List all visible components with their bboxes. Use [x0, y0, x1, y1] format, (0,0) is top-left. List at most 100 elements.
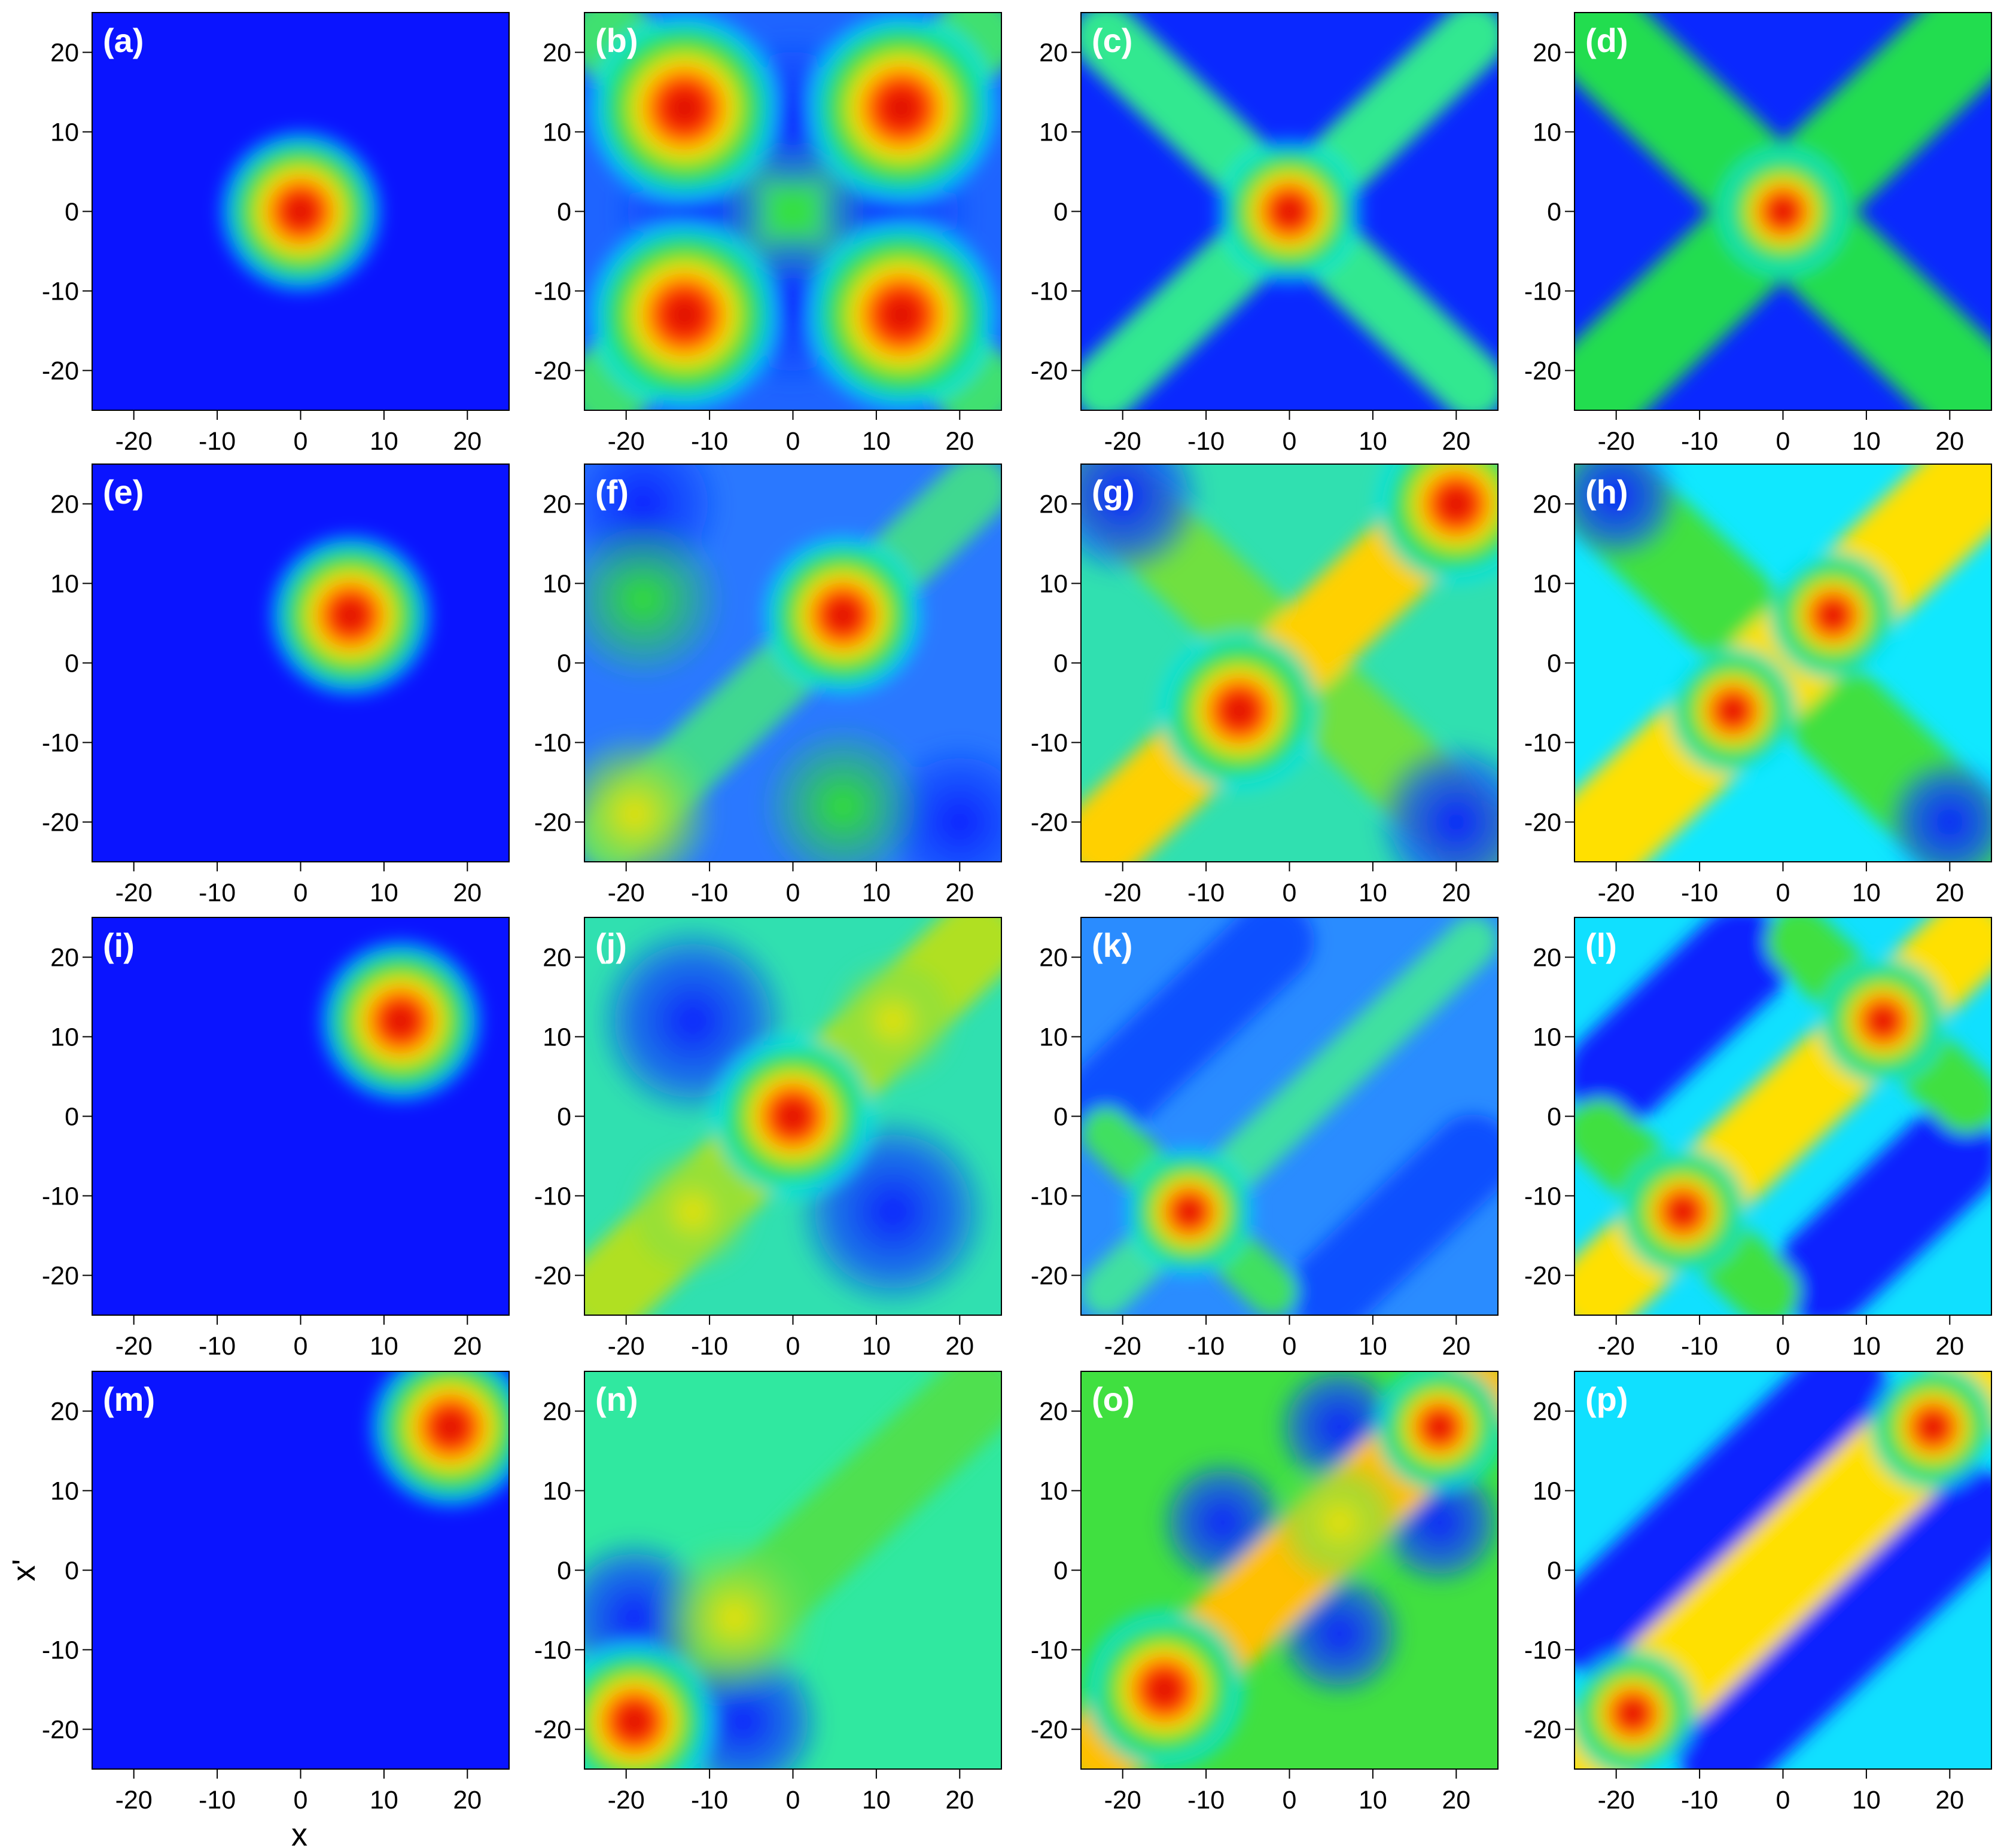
y-tick-label: 0: [65, 1557, 79, 1585]
y-tick-label: 10: [50, 1023, 79, 1052]
y-tick-label: 0: [1547, 198, 1561, 227]
heatmap: [1574, 464, 1991, 862]
heatmap-spot: [1372, 739, 1498, 862]
x-tick-label: -10: [691, 879, 728, 907]
y-tick-label: 0: [557, 1103, 571, 1132]
heatmap-spot: [651, 1534, 818, 1701]
y-tick-label: 10: [50, 1477, 79, 1506]
heatmap: [584, 464, 1001, 862]
panel-label: (d): [1585, 22, 1628, 59]
heatmap-features: [584, 13, 1001, 410]
x-tick-label: 0: [294, 1786, 308, 1815]
heatmap-features: [1081, 13, 1498, 410]
x-tick-label: -10: [1187, 1786, 1225, 1815]
panel-label: (b): [595, 22, 638, 59]
y-tick-label: 20: [50, 1398, 79, 1426]
heatmap-spot: [709, 1033, 876, 1200]
heatmap-features: [1081, 464, 1498, 862]
heatmap-spot: [1272, 1456, 1406, 1590]
x-tick-label: 10: [1852, 427, 1881, 456]
y-tick-label: -10: [534, 1636, 571, 1665]
y-tick-label: -20: [534, 1262, 571, 1291]
heatmap: [584, 13, 1001, 410]
heatmap-spot: [626, 1145, 760, 1279]
panel: -20 -10 0 10 20 -20 -10 0 10 20 (a): [42, 12, 510, 456]
x-tick-label: -20: [1598, 879, 1635, 907]
x-tick-label: -20: [1104, 427, 1141, 456]
panel: -20 -10 0 10 20 -20 -10 0 10 20 (m) x x': [6, 1371, 510, 1848]
heatmap-spot: [1866, 1371, 1991, 1494]
x-tick-label: 0: [1776, 1332, 1790, 1361]
y-tick-label: 10: [543, 118, 571, 147]
x-tick-label: 10: [862, 879, 891, 907]
heatmap-features: [1574, 13, 1991, 410]
x-tick-label: 20: [1935, 879, 1964, 907]
x-tick-label: 10: [370, 1332, 398, 1361]
heatmap-spot: [1816, 954, 1950, 1088]
y-tick-label: -20: [42, 1716, 79, 1745]
x-tick-label: -20: [608, 1786, 645, 1815]
y-tick-label: 20: [50, 490, 79, 519]
x-tick-label: 20: [1442, 1786, 1470, 1815]
panel: -20 -10 0 10 20 -20 -10 0 10 20 (k): [1031, 917, 1499, 1361]
heatmap-spot: [1214, 136, 1365, 286]
y-tick-label: 20: [543, 39, 571, 68]
y-tick-label: 10: [1039, 1477, 1068, 1506]
x-tick-label: -10: [199, 1786, 236, 1815]
panel-label: (c): [1092, 22, 1132, 59]
heatmap: [584, 1371, 1001, 1769]
y-tick-label: 10: [50, 570, 79, 599]
x-tick-label: 0: [1283, 427, 1297, 456]
x-tick-label: 0: [294, 879, 308, 907]
heatmap-features: [1081, 917, 1498, 1315]
panel-label: (a): [103, 22, 144, 59]
y-tick-label: 10: [1533, 1023, 1561, 1052]
y-tick-label: -20: [42, 1262, 79, 1291]
y-tick-label: -20: [1524, 1262, 1561, 1291]
y-tick-label: 20: [50, 944, 79, 972]
y-tick-label: 10: [1039, 118, 1068, 147]
y-tick-label: -10: [42, 1182, 79, 1211]
x-tick-label: -20: [1598, 1332, 1635, 1361]
x-tick-label: 20: [1442, 879, 1470, 907]
y-tick-label: -10: [1031, 1182, 1068, 1211]
y-tick-label: 20: [1039, 944, 1068, 972]
y-tick-label: 20: [1533, 944, 1561, 972]
x-tick-label: 10: [1359, 1786, 1387, 1815]
y-tick-label: -10: [1524, 729, 1561, 758]
y-tick-label: 0: [1053, 1103, 1068, 1132]
x-tick-label: 10: [370, 1786, 398, 1815]
panel: -20 -10 0 10 20 -20 -10 0 10 20 (p): [1524, 1371, 1992, 1815]
panel-label: (g): [1092, 473, 1135, 511]
heatmap-features: [1574, 464, 1991, 862]
x-tick-label: 20: [453, 1332, 482, 1361]
heatmap-spot: [1883, 755, 1991, 862]
panel-label: (n): [595, 1380, 638, 1418]
y-tick-label: -10: [42, 729, 79, 758]
x-tick-label: 0: [786, 879, 800, 907]
heatmap-band: [1574, 464, 1991, 862]
x-tick-label: -20: [608, 1332, 645, 1361]
x-tick-label: -10: [199, 879, 236, 907]
y-tick-label: -10: [1524, 277, 1561, 306]
heatmap-spot: [1122, 1145, 1256, 1279]
heatmap: [1574, 13, 1991, 410]
heatmap-spot: [1081, 1606, 1248, 1769]
heatmap-spot: [826, 954, 960, 1088]
x-tick-label: -10: [691, 1786, 728, 1815]
x-tick-label: 20: [1935, 1332, 1964, 1361]
heatmap-band: [1289, 1114, 1498, 1315]
y-tick-label: 20: [543, 490, 571, 519]
y-tick-label: 20: [1533, 39, 1561, 68]
heatmap-spot: [1156, 627, 1323, 794]
x-tick-label: 10: [1359, 1332, 1387, 1361]
heatmap-band: [1081, 917, 1315, 1142]
panel-label: (i): [103, 926, 135, 964]
heatmap-features: [1081, 1371, 1498, 1769]
y-tick-label: 20: [1533, 490, 1561, 519]
heatmap-band: [1674, 1464, 1991, 1769]
panel: -20 -10 0 10 20 -20 -10 0 10 20 (i): [42, 917, 510, 1361]
heatmap: [584, 917, 1001, 1315]
heatmap-spot: [584, 215, 785, 410]
